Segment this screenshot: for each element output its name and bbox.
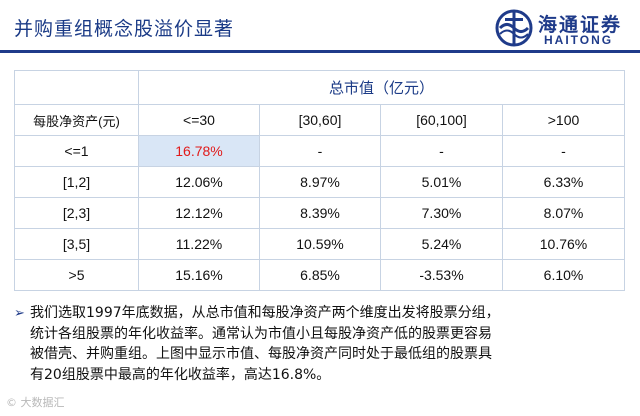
table-row: >5 15.16% 6.85% -3.53% 6.10% <box>14 259 626 291</box>
table-cell: 5.01% <box>380 166 503 198</box>
column-header: [60,100] <box>380 104 503 136</box>
table-cell: 6.85% <box>259 259 381 291</box>
table-cell: 8.07% <box>501 197 626 229</box>
table-cell: 6.10% <box>501 259 626 291</box>
bullet-arrow-icon: ➢ <box>14 305 25 320</box>
highlighted-cell: 16.78% <box>138 135 260 167</box>
note-line: 统计各组股票的年化收益率。通常认为市值小且每股净资产低的股票更容易 <box>30 325 492 342</box>
logo-chinese-name: 海通证券 <box>538 14 623 36</box>
watermark: © 大数据汇 <box>6 396 65 409</box>
table-cell: 7.30% <box>380 197 503 229</box>
table-cell: 12.12% <box>138 197 260 229</box>
table-row: <=1 16.78% - - - <box>14 135 626 167</box>
row-label: [3,5] <box>14 228 139 260</box>
table-cell: 10.59% <box>259 228 381 260</box>
table-row: [1,2] 12.06% 8.97% 5.01% 6.33% <box>14 166 626 198</box>
column-header: [30,60] <box>259 104 381 136</box>
bvps-header: 每股净资产(元) <box>14 104 139 136</box>
title-divider <box>0 50 640 53</box>
returns-table: 总市值（亿元） 每股净资产(元) <=30 [30,60] [60,100] >… <box>14 70 626 291</box>
table-cell: - <box>259 135 381 167</box>
column-header: <=30 <box>138 104 260 136</box>
table-cell: - <box>380 135 503 167</box>
table-cell: 12.06% <box>138 166 260 198</box>
note-line: 有20组股票中最高的年化收益率，高达16.8%。 <box>30 366 331 383</box>
note-line: 被借壳、并购重组。上图中显示市值、每股净资产同时处于最低组的股票具 <box>30 346 492 362</box>
row-label: >5 <box>14 259 139 291</box>
table-cell: 6.33% <box>501 166 626 198</box>
corner-cell <box>14 70 139 105</box>
table-column-header-row: 每股净资产(元) <=30 [30,60] [60,100] >100 <box>14 104 626 136</box>
market-cap-header: 总市值（亿元） <box>137 70 626 105</box>
column-header: >100 <box>501 104 626 136</box>
note-line: 我们选取1997年底数据，从总市值和每股净资产两个维度出发将股票分组， <box>30 305 500 321</box>
page-title: 并购重组概念股溢价显著 <box>14 18 235 40</box>
row-label: [2,3] <box>14 197 139 229</box>
table-cell: 10.76% <box>501 228 626 260</box>
table-row: [2,3] 12.12% 8.39% 7.30% 8.07% <box>14 197 626 229</box>
row-label: <=1 <box>14 135 139 167</box>
logo-english-name: HAITONG <box>544 33 614 47</box>
row-label: [1,2] <box>14 166 139 198</box>
table-cell: 11.22% <box>138 228 260 260</box>
table-cell: 5.24% <box>380 228 503 260</box>
haitong-logo-icon <box>495 9 533 47</box>
note-paragraph: 我们选取1997年底数据，从总市值和每股净资产两个维度出发将股票分组， 统计各组… <box>30 303 630 385</box>
company-logo: 海通证券 HAITONG <box>494 8 634 48</box>
table-cell: 15.16% <box>138 259 260 291</box>
table-cell: -3.53% <box>380 259 503 291</box>
table-cell: 8.97% <box>259 166 381 198</box>
table-group-header-row: 总市值（亿元） <box>14 70 626 105</box>
table-row: [3,5] 11.22% 10.59% 5.24% 10.76% <box>14 228 626 260</box>
table-cell: - <box>501 135 626 167</box>
table-cell: 8.39% <box>259 197 381 229</box>
